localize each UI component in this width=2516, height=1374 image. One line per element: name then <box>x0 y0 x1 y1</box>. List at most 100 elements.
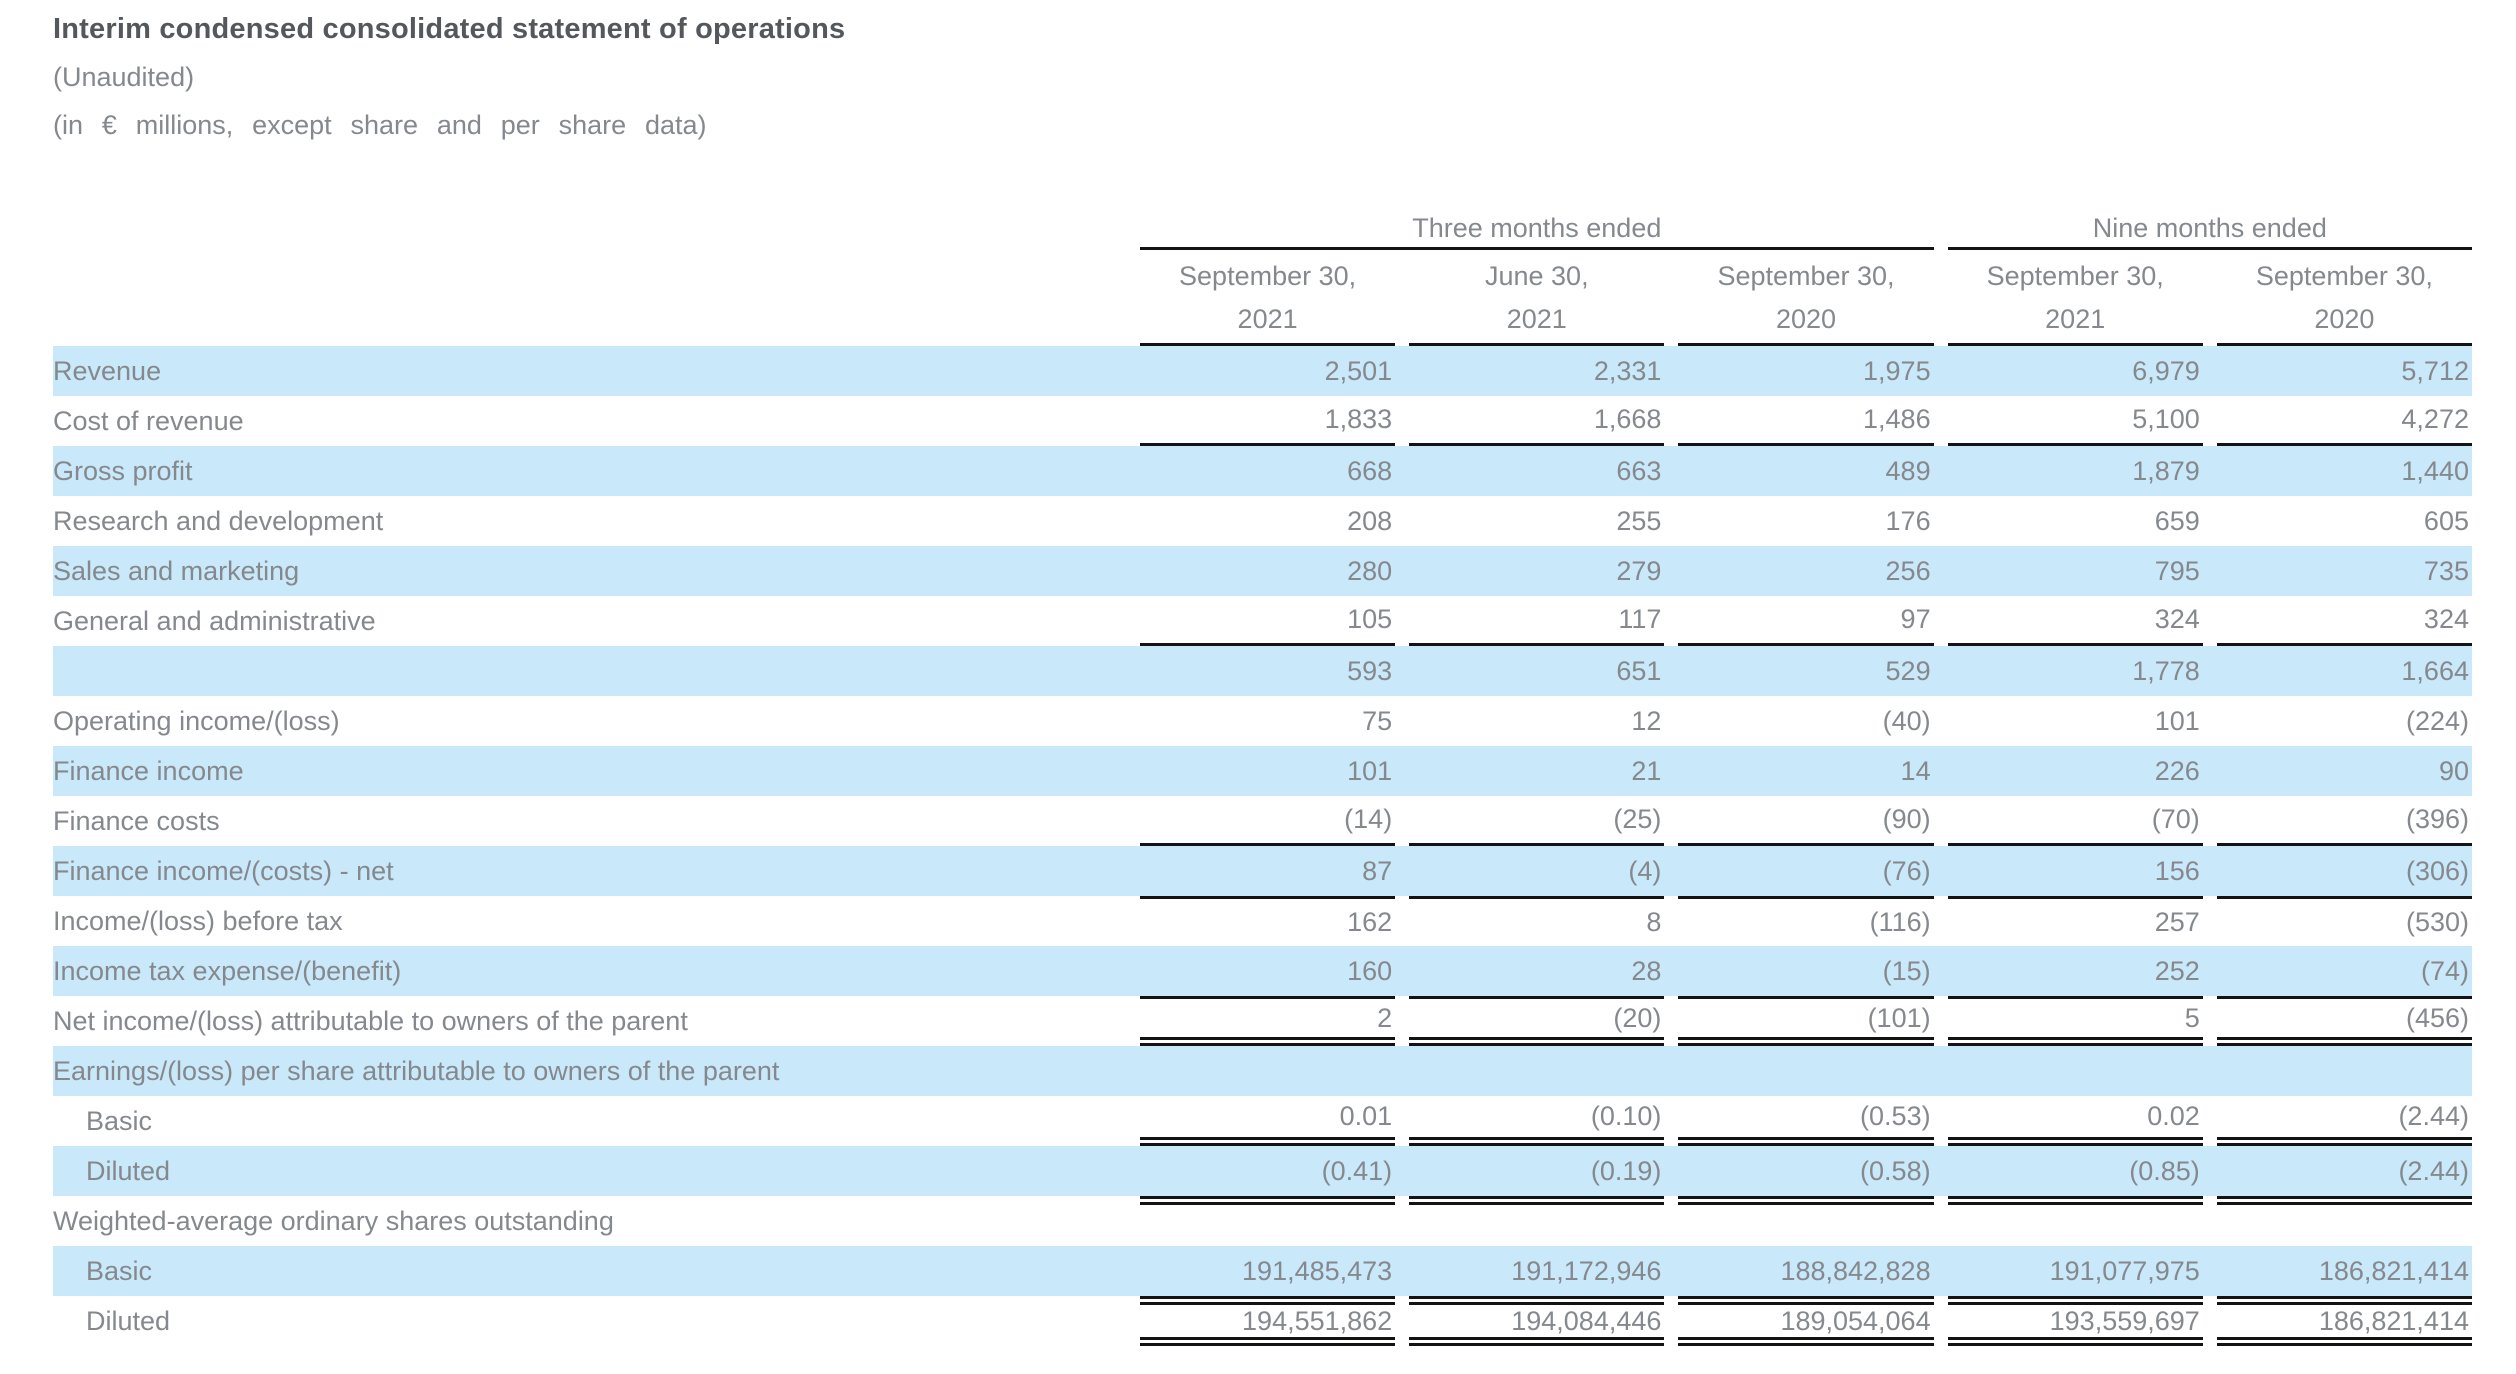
table-row: Weighted-average ordinary shares outstan… <box>53 1196 2472 1246</box>
value-cell: 105 <box>1140 596 1396 646</box>
row-label: Sales and marketing <box>53 555 300 586</box>
value-cell: 75 <box>1362 705 1393 736</box>
value-cell: (90) <box>1678 796 1934 846</box>
table-row: General and administrative 105 117 97 324 324 <box>53 596 2472 646</box>
column-header-line: September 30, <box>1986 261 2164 291</box>
value-cell: 795 <box>2154 555 2200 586</box>
value-cell: 28 <box>1631 955 1662 986</box>
page-title: Interim condensed consolidated statement… <box>53 13 846 45</box>
value-cell: 186,821,414 <box>2216 1296 2472 1346</box>
value-cell: 256 <box>1885 555 1931 586</box>
value-cell: 101 <box>1347 755 1393 786</box>
value-cell: 593 <box>1347 655 1393 686</box>
value-cell: (0.19) <box>1590 1155 1662 1186</box>
column-header: June 30, 2021 <box>1409 250 1665 346</box>
value-cell: (101) <box>1678 996 1934 1046</box>
group-header-three-months: Three months ended <box>1140 213 1934 250</box>
value-cell: (530) <box>2216 896 2472 946</box>
column-header-line: June 30, <box>1484 261 1589 291</box>
value-cell <box>1409 1046 1664 1096</box>
table-row: Sales and marketing 280 279 256 795 735 <box>53 546 2472 596</box>
value-cell: 12 <box>1631 705 1662 736</box>
value-cell <box>1678 1046 1933 1096</box>
value-cell: 194,084,446 <box>1409 1296 1665 1346</box>
value-cell: 6,979 <box>2132 355 2200 386</box>
value-cell: 117 <box>1409 596 1665 646</box>
value-cell: 5,100 <box>1947 396 2203 446</box>
table-row: Finance income 101 21 14 226 90 <box>53 746 2472 796</box>
value-cell <box>1409 1196 1665 1246</box>
unaudited-note: (Unaudited) <box>53 62 195 92</box>
row-label: Net income/(loss) attributable to owners… <box>53 1005 688 1036</box>
table-row: Earnings/(loss) per share attributable t… <box>53 1046 2472 1096</box>
value-cell <box>1948 1046 2203 1096</box>
value-cell: 8 <box>1409 896 1665 946</box>
value-cell: 605 <box>2423 505 2469 536</box>
table-row: Revenue 2,501 2,331 1,975 6,979 5,712 <box>53 346 2472 396</box>
row-label: Earnings/(loss) per share attributable t… <box>53 1055 780 1086</box>
title-block: Interim condensed consolidated statement… <box>53 12 845 156</box>
row-label: Basic <box>86 1105 153 1136</box>
table-row: Gross profit 668 663 489 1,879 1,440 <box>53 446 2472 496</box>
value-cell: 193,559,697 <box>1947 1296 2203 1346</box>
column-header: September 30, 2021 <box>1140 250 1396 346</box>
row-label: Finance income <box>53 755 244 786</box>
value-cell: 14 <box>1900 755 1931 786</box>
value-cell: (70) <box>1947 796 2203 846</box>
row-label: Income/(loss) before tax <box>53 905 343 936</box>
value-cell: 186,821,414 <box>2318 1255 2469 1286</box>
value-cell: 191,077,975 <box>2049 1255 2200 1286</box>
value-cell: 87 <box>1362 855 1393 886</box>
value-cell: 5,712 <box>2401 355 2469 386</box>
table-row: Cost of revenue 1,833 1,668 1,486 5,100 4,272 <box>53 396 2472 446</box>
statement-table: Three months ended Nine months ended Sep… <box>53 213 2472 1346</box>
group-header-nine-months: Nine months ended <box>1947 213 2472 250</box>
group-spacer <box>53 213 1126 250</box>
value-cell: (224) <box>2405 705 2469 736</box>
value-cell: (25) <box>1409 796 1665 846</box>
value-cell: (396) <box>2216 796 2472 846</box>
value-cell: 156 <box>2154 855 2200 886</box>
table-row: Net income/(loss) attributable to owners… <box>53 996 2472 1046</box>
table-body: Revenue 2,501 2,331 1,975 6,979 5,712 Cost of … <box>53 346 2472 1346</box>
row-label: Revenue <box>53 355 162 386</box>
table-row: Operating income/(loss) 75 12 (40) 101 (224) <box>53 696 2472 746</box>
value-cell: 194,551,862 <box>1140 1296 1396 1346</box>
row-label <box>53 646 1126 696</box>
table-row: Basic 191,485,473 191,172,946 188,842,828 19… <box>53 1246 2472 1296</box>
value-cell: 21 <box>1631 755 1662 786</box>
value-cell <box>2216 1196 2472 1246</box>
table-row: Basic 0.01 (0.10) (0.53) 0.02 (2.44) <box>53 1096 2472 1146</box>
value-cell: (14) <box>1140 796 1396 846</box>
table-row: Income/(loss) before tax 162 8 (116) 257 (530… <box>53 896 2472 946</box>
value-cell: 5 <box>1947 996 2203 1046</box>
table-row: 593 651 529 1,778 1,664 <box>53 646 2472 696</box>
value-cell: 191,485,473 <box>1242 1255 1393 1286</box>
table-row: Diluted 194,551,862 194,084,446 189,054,064… <box>53 1296 2472 1346</box>
value-cell <box>1140 1196 1396 1246</box>
value-cell: 1,778 <box>2132 655 2200 686</box>
value-cell: 188,842,828 <box>1780 1255 1931 1286</box>
row-label: Weighted-average ordinary shares outstan… <box>53 1205 614 1236</box>
value-cell: 2 <box>1140 996 1396 1046</box>
value-cell: (15) <box>1882 955 1931 986</box>
value-cell: 659 <box>2154 505 2200 536</box>
value-cell: 489 <box>1885 455 1931 486</box>
column-header-line: 2020 <box>2314 304 2375 334</box>
row-label: Research and development <box>53 505 384 536</box>
value-cell: 101 <box>2154 705 2200 736</box>
value-cell: 2,331 <box>1593 355 1662 386</box>
table-row: Research and development 208 255 176 659 605 <box>53 496 2472 546</box>
units-note: (in € millions, except share and per sha… <box>53 110 707 140</box>
value-cell: 1,879 <box>2132 455 2200 486</box>
value-cell: 4,272 <box>2216 396 2472 446</box>
value-cell: 324 <box>2216 596 2472 646</box>
row-label: Gross profit <box>53 455 193 486</box>
row-label: Cost of revenue <box>53 405 244 436</box>
column-header-line: September 30, <box>1179 261 1357 291</box>
value-cell: 279 <box>1616 555 1662 586</box>
value-cell: 651 <box>1616 655 1662 686</box>
value-cell: 663 <box>1616 455 1662 486</box>
value-cell: (2.44) <box>2398 1155 2469 1186</box>
